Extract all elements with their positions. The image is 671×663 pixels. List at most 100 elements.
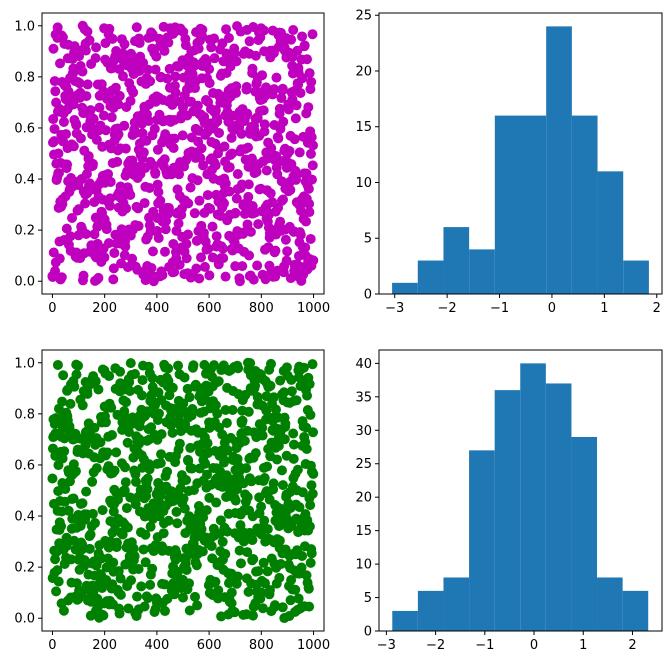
scatter-point — [250, 380, 261, 391]
scatter-point — [270, 404, 281, 415]
scatter-point — [226, 132, 237, 143]
scatter-point — [153, 387, 164, 398]
scatter-point — [70, 466, 81, 477]
scatter-point — [125, 492, 136, 503]
scatter-point — [131, 22, 142, 33]
scatter-point — [120, 477, 131, 488]
scatter-point — [125, 95, 136, 106]
scatter-point — [181, 253, 192, 264]
scatter-point — [220, 271, 231, 282]
y-tick-label: 20 — [355, 491, 372, 506]
scatter-point — [108, 274, 119, 285]
scatter-point — [265, 188, 276, 199]
scatter-point — [305, 148, 316, 159]
y-tick-label: 25 — [355, 9, 372, 24]
scatter-point — [210, 400, 221, 411]
scatter-point — [250, 50, 261, 61]
histogram-bar — [571, 436, 598, 631]
scatter-point — [253, 219, 264, 230]
scatter-point — [227, 404, 238, 415]
scatter-point — [91, 42, 102, 53]
scatter-point — [234, 276, 245, 287]
histogram-bar — [417, 260, 444, 294]
scatter-point — [81, 229, 92, 239]
scatter-point — [57, 396, 68, 407]
scatter-point — [98, 110, 109, 121]
scatter-point — [252, 260, 263, 271]
x-tick-label: −3 — [385, 301, 404, 316]
scatter-point — [61, 223, 72, 234]
scatter-point — [256, 587, 267, 598]
scatter-point — [300, 216, 311, 227]
scatter-point — [217, 243, 228, 254]
scatter-point — [242, 547, 253, 558]
scatter-point — [51, 586, 62, 597]
scatter-point — [150, 64, 161, 75]
scatter-point — [205, 203, 216, 214]
scatter-point — [281, 362, 292, 373]
x-tick-label: 0 — [48, 638, 56, 653]
scatter-point — [98, 610, 109, 621]
x-tick-label: 2 — [628, 638, 636, 653]
scatter-point — [302, 390, 313, 401]
scatter-point — [209, 360, 220, 371]
scatter-point — [159, 45, 170, 56]
histogram-bar — [417, 590, 444, 631]
axes-frame — [378, 349, 663, 632]
scatter-point — [104, 23, 115, 34]
scatter-point — [245, 226, 256, 237]
scatter-point — [259, 126, 270, 137]
scatter-point — [77, 498, 88, 509]
scatter-point — [251, 166, 262, 177]
scatter-point — [172, 518, 183, 529]
histogram-bar — [392, 282, 418, 294]
scatter-point — [121, 203, 132, 214]
scatter-point — [196, 252, 207, 263]
scatter-point — [191, 560, 202, 571]
scatter-point — [88, 114, 99, 125]
scatter-point — [294, 502, 305, 513]
scatter-point — [145, 579, 156, 590]
scatter-point — [210, 105, 221, 116]
scatter-point — [125, 358, 136, 369]
scatter-point — [306, 174, 317, 185]
scatter-point — [296, 562, 307, 573]
x-tick-label: −3 — [377, 638, 396, 653]
scatter-point — [156, 429, 167, 440]
scatter-point — [194, 273, 205, 284]
histogram-bars — [392, 26, 649, 294]
scatter-point — [243, 406, 254, 417]
scatter-point — [185, 182, 196, 193]
y-tick-label: 10 — [355, 558, 372, 573]
scatter-point — [167, 382, 178, 393]
histogram-bar — [623, 260, 649, 294]
histogram-bar — [443, 227, 470, 294]
histogram-bar — [622, 590, 649, 631]
scatter-point — [231, 81, 242, 92]
scatter-point — [201, 505, 212, 516]
scatter-point — [243, 179, 254, 190]
scatter-point — [137, 375, 148, 386]
scatter-point — [247, 63, 258, 74]
scatter-point — [181, 564, 192, 575]
scatter-point — [128, 543, 139, 554]
x-tick-label: 600 — [197, 301, 222, 316]
scatter-point — [68, 493, 79, 504]
scatter-point — [120, 143, 131, 154]
scatter-point — [304, 601, 315, 612]
scatter-point — [224, 162, 235, 173]
scatter-point — [279, 387, 290, 398]
scatter-point — [140, 557, 151, 568]
scatter-point — [248, 274, 259, 285]
scatter-point — [297, 487, 308, 498]
scatter-point — [199, 261, 210, 272]
scatter-point — [106, 402, 117, 413]
y-tick-label: 5 — [364, 591, 372, 606]
scatter-point — [167, 427, 178, 438]
scatter-point — [90, 518, 101, 529]
scatter-point — [91, 134, 102, 145]
scatter-point — [215, 515, 226, 526]
scatter-point — [245, 358, 256, 369]
scatter-point — [212, 408, 223, 419]
scatter-point — [169, 133, 180, 144]
